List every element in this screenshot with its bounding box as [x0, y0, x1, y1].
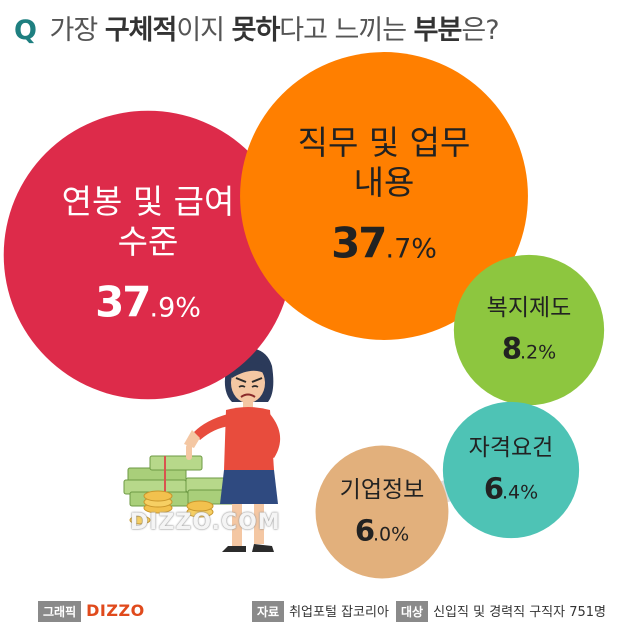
page-title: Q 가장 구체적이지 못하다고 느끼는 부분은?	[14, 8, 634, 48]
title-text: 가장 구체적이지 못하다고 느끼는 부분은?	[49, 15, 500, 46]
title-part: 못하	[231, 15, 281, 46]
bubble-label: 수준	[118, 222, 179, 261]
title-part: 가장	[49, 15, 105, 46]
title-part: 구체적	[104, 15, 178, 46]
credit: 그래픽 DIZZO	[38, 601, 145, 625]
bubble-circle	[315, 445, 449, 579]
bubble-circle	[240, 52, 528, 340]
bubble-value: 6.4%	[484, 472, 538, 506]
bubble-value: 37.9%	[95, 277, 201, 326]
bubble-value: 6.0%	[355, 514, 409, 548]
bubble-label: 연봉 및 급여	[62, 182, 235, 221]
bubble-circle	[453, 254, 605, 406]
bubble-circle	[442, 401, 580, 539]
source-text: 취업포털 잡코리아	[289, 605, 389, 620]
title-part: 부분	[413, 15, 463, 46]
bubble-3: 복지제도 8.2%	[453, 254, 605, 406]
bubble-label: 복지제도	[487, 295, 572, 321]
bubble-label: 기업정보	[340, 477, 425, 503]
brand-logo: DIZZO	[86, 601, 145, 620]
target: 대상 신입직 및 경력직 구직자 751명	[396, 601, 606, 625]
coin-stack-icon	[129, 490, 214, 525]
watermark: DIZZO.COM	[130, 510, 281, 535]
target-tag: 대상	[396, 601, 429, 622]
bubble-label: 내용	[354, 163, 415, 202]
target-text: 신입직 및 경력직 구직자 751명	[433, 605, 606, 620]
credit-tag: 그래픽	[38, 601, 82, 622]
source-tag: 자료	[252, 601, 285, 622]
bubble-label: 자격요건	[469, 435, 554, 461]
bubble-circle	[3, 110, 293, 400]
bubble-4: 자격요건 6.4%	[442, 401, 580, 539]
title-part: 다고 느끼는	[279, 15, 414, 46]
source: 자료 취업포털 잡코리아	[252, 601, 389, 625]
bubble-value: 37.7%	[331, 218, 437, 267]
bubble-5: 기업정보 6.0%	[315, 445, 449, 579]
bubble-label: 직무 및 업무	[298, 123, 471, 162]
q-mark: Q	[14, 15, 37, 46]
title-part: 은?	[461, 15, 499, 46]
bubble-value: 8.2%	[502, 332, 556, 366]
title-part: 이지	[176, 15, 232, 46]
